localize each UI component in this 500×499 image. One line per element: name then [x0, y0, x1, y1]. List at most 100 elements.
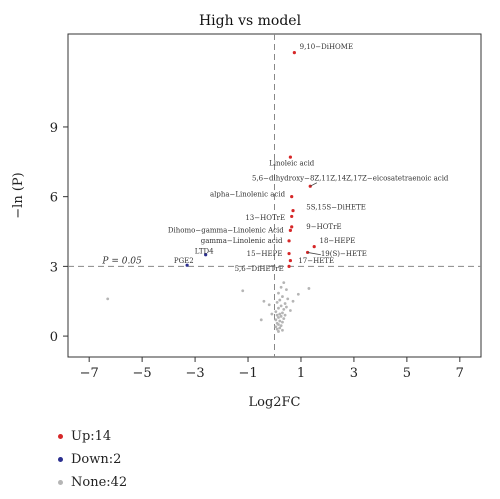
point-none-25: [274, 318, 278, 322]
point-none-19: [281, 311, 284, 315]
point-label-up-10: 19(S)−HETE: [321, 250, 367, 258]
label-connector: [307, 252, 321, 256]
x-tick-label: 3: [350, 366, 358, 381]
point-none-10: [281, 295, 284, 298]
point-up-7: [290, 225, 294, 229]
point-none-13: [275, 300, 279, 304]
point-label-up-9: 18−HEPE: [320, 237, 356, 245]
point-none-21: [275, 313, 279, 317]
point-down-0: [204, 253, 208, 257]
point-label-up-11: 15−HEPE: [247, 250, 283, 258]
legend-item-down: Down:2: [58, 448, 127, 471]
legend-dot-down: [58, 457, 63, 462]
point-none-34: [281, 328, 284, 332]
point-label-up-13: 5,6−DiHETrE: [235, 265, 284, 273]
point-up-0: [292, 50, 296, 55]
point-none-8: [285, 288, 288, 292]
point-none-3: [259, 318, 263, 322]
point-none-23: [277, 316, 280, 319]
label-connector: [310, 182, 318, 187]
point-none-39: [267, 303, 271, 307]
y-axis-label: −ln (P): [11, 172, 26, 218]
point-up-8: [287, 239, 291, 243]
point-none-41: [291, 299, 295, 303]
y-tick-label: 9: [50, 121, 58, 136]
point-none-9: [277, 291, 280, 295]
legend-item-up: Up:14: [58, 425, 127, 448]
point-label-up-6: Dihomo−gamma−Linolenic Acid: [168, 227, 284, 235]
point-none-15: [279, 304, 283, 308]
point-none-32: [278, 326, 282, 330]
point-none-29: [277, 323, 280, 326]
legend-item-none: None:42: [58, 471, 127, 494]
legend-label-none: None:42: [71, 475, 128, 490]
point-none-17: [282, 307, 286, 311]
point-none-4: [307, 287, 311, 290]
point-label-up-2: 5,6−dihydroxy−8Z,11Z,14Z,17Z−eicosatetra…: [252, 174, 449, 182]
point-up-5: [290, 214, 294, 219]
point-label-up-8: gamma−Linolenic acid: [201, 237, 283, 245]
legend-dot-none: [58, 480, 63, 485]
point-down-1: [185, 263, 189, 267]
point-label-up-5: 13−HOTrE: [245, 214, 285, 222]
point-none-6: [282, 281, 286, 285]
point-label-down-1: PGE2: [174, 257, 194, 265]
point-none-0: [106, 297, 110, 301]
x-tick-label: −3: [185, 366, 204, 381]
point-none-37: [285, 305, 288, 309]
point-none-11: [286, 297, 290, 301]
point-none-22: [279, 314, 283, 318]
x-tick-label: −5: [133, 366, 152, 381]
point-none-24: [282, 317, 286, 321]
point-label-up-1: Linoleic acid: [269, 159, 315, 167]
point-up-6: [288, 228, 292, 232]
point-none-14: [283, 302, 287, 305]
legend-dot-up: [58, 434, 63, 439]
x-tick-label: 5: [403, 366, 411, 381]
y-tick-label: 6: [50, 191, 58, 206]
point-none-1: [241, 289, 245, 293]
point-none-36: [283, 313, 287, 317]
point-none-7: [279, 285, 283, 289]
point-up-10: [305, 250, 310, 255]
point-none-5: [296, 292, 300, 296]
point-label-up-3: alpha−Linolenic acid: [210, 191, 286, 199]
point-up-1: [288, 155, 292, 159]
point-label-up-7: 9−HOTrE: [306, 223, 341, 231]
x-axis-label: Log2FC: [248, 395, 300, 410]
point-none-30: [279, 324, 283, 328]
x-tick-label: 7: [456, 366, 464, 381]
legend-label-down: Down:2: [71, 452, 122, 467]
point-none-2: [262, 299, 266, 303]
point-up-13: [287, 264, 291, 268]
chart-title: High vs model: [198, 13, 302, 29]
point-none-35: [277, 330, 280, 333]
x-tick-label: −7: [80, 366, 99, 381]
point-up-3: [290, 195, 294, 199]
point-up-12: [288, 258, 292, 263]
point-none-20: [278, 312, 282, 316]
point-none-26: [278, 319, 282, 323]
point-none-40: [270, 312, 274, 316]
x-tick-label: 1: [297, 366, 305, 381]
point-none-31: [274, 325, 278, 329]
threshold-label: P = 0.05: [101, 256, 142, 266]
x-tick-label: −1: [238, 366, 257, 381]
legend: Up:14 Down:2 None:42: [58, 425, 127, 494]
point-label-down-0: LTD4: [195, 248, 214, 256]
legend-label-up: Up:14: [71, 429, 112, 444]
point-up-4: [291, 209, 295, 213]
point-none-16: [277, 306, 280, 310]
point-none-38: [288, 309, 292, 312]
y-tick-label: 0: [50, 330, 58, 345]
point-label-up-0: 9,10−DiHOME: [300, 43, 353, 51]
point-up-9: [312, 245, 316, 249]
y-tick-label: 3: [50, 260, 58, 275]
point-none-27: [281, 320, 284, 324]
point-none-33: [275, 327, 279, 331]
point-none-12: [278, 298, 282, 302]
point-none-18: [274, 310, 278, 314]
point-up-11: [287, 251, 291, 256]
point-label-up-4: 5S,15S−DiHETE: [306, 203, 366, 211]
